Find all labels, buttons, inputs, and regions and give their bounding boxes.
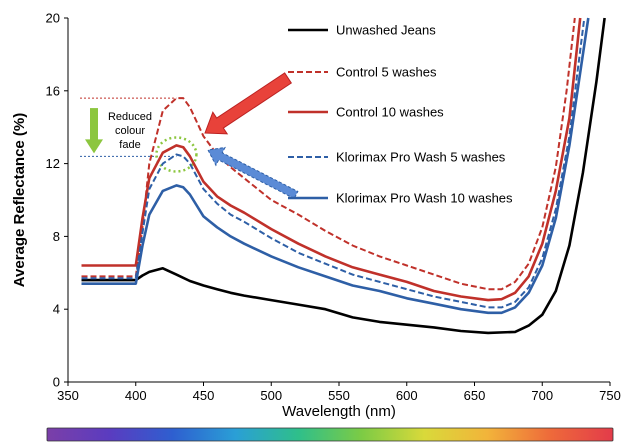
x-tick-label: 550 [328, 388, 350, 403]
x-tick-label: 700 [531, 388, 553, 403]
legend-label-4: Klorimax Pro Wash 5 washes [336, 150, 506, 165]
visible-spectrum-bar [46, 427, 614, 442]
control-arrow [204, 72, 293, 135]
x-tick-label: 450 [193, 388, 215, 403]
y-tick-label: 16 [46, 83, 60, 98]
fade-annotation-text: Reduced [108, 111, 152, 123]
legend-label-5: Klorimax Pro Wash 10 washes [336, 191, 513, 206]
fade-arrow-shaft [90, 108, 98, 141]
x-tick-label: 750 [599, 388, 621, 403]
series-line-1 [81, 17, 606, 335]
y-tick-label: 12 [46, 156, 60, 171]
annotation-layer: Reduced colour fade [80, 97, 198, 173]
legend-label-3: Control 10 washes [336, 105, 444, 120]
y-tick-label: 4 [53, 302, 60, 317]
y-tick-label: 0 [53, 375, 60, 390]
y-tick-label: 8 [53, 229, 60, 244]
fade-arrow-head [85, 139, 103, 154]
series-line-2 [81, 17, 576, 291]
y-ticks: 0 4 8 12 16 20 [46, 11, 68, 390]
y-tick-label: 20 [46, 11, 60, 26]
y-axis-label: Average Reflectance (%) [11, 113, 28, 288]
legend: Unwashed Jeans Control 5 washes Control 10… [288, 23, 513, 206]
x-tick-label: 500 [260, 388, 282, 403]
klorimax-arrow-shape [207, 146, 299, 200]
fade-annotation-text: fade [119, 139, 140, 151]
series-line-5 [81, 17, 590, 315]
annotation-arrows [204, 72, 299, 200]
peak-highlight-ellipse [155, 136, 198, 173]
x-tick-label: 650 [464, 388, 486, 403]
x-tick-label: 400 [125, 388, 147, 403]
x-tick-label: 600 [396, 388, 418, 403]
x-tick-label: 350 [57, 388, 79, 403]
klorimax-arrow [207, 146, 299, 200]
series-layer [81, 17, 606, 335]
legend-label-2: Control 5 washes [336, 65, 437, 80]
x-axis-label: Wavelength (nm) [282, 403, 396, 420]
series-line-4 [81, 17, 586, 309]
series-line-3 [81, 17, 582, 302]
legend-label-1: Unwashed Jeans [336, 23, 436, 38]
x-ticks: 350 400 450 500 550 600 650 700 750 [57, 382, 621, 403]
control-arrow-shape [204, 72, 293, 135]
fade-annotation-text: colour [115, 125, 145, 137]
